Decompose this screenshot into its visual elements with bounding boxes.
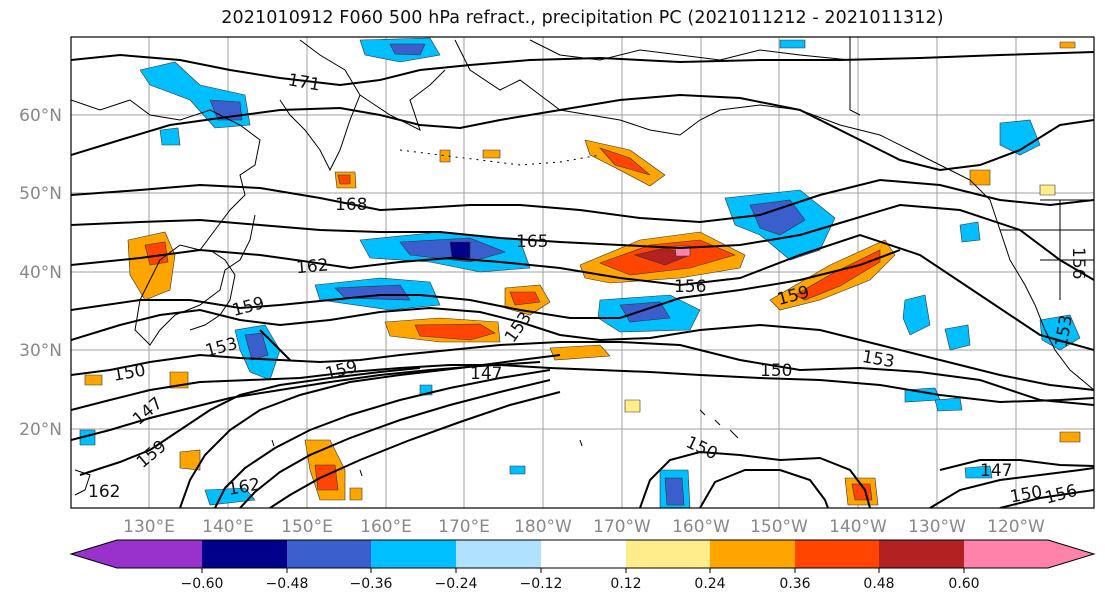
colorbar-bin [879,540,964,568]
contour-label: 165 [516,232,548,252]
refractivity-contours [71,51,1094,508]
lon-label: 180°W [514,517,572,537]
lon-label: 140°E [202,517,254,537]
colorbar-extend-min [71,540,117,568]
colorbar-bin [795,540,879,568]
lon-label: 150°E [281,517,333,537]
colorbar-bin [541,540,626,568]
longitude-labels: 130°E 140°E 150°E 160°E 170°E 180°W 170°… [123,517,1045,537]
colorbar-tick: 0.60 [948,576,979,592]
contour-label: 156 [674,277,706,297]
lon-label: 130°W [908,517,966,537]
colorbar-bin [117,540,202,568]
colorbar-tick: 0.36 [779,576,810,592]
map-title: 2021010912 F060 500 hPa refract., precip… [221,8,944,28]
colorbar-bin [202,540,287,568]
contour-label: 162 [295,255,329,278]
colorbar-tick: −0.60 [181,576,224,592]
colorbar-tick: −0.24 [435,576,478,592]
colorbar-tick: 0.12 [610,576,641,592]
colorbar-tick: 0.24 [694,576,725,592]
contour-label: 162 [88,482,120,502]
lon-label: 120°W [987,517,1045,537]
coastlines [71,37,1094,496]
lon-label: 150°W [750,517,808,537]
colorbar-bin [710,540,795,568]
contour-label: 147 [470,364,502,384]
lat-label: 40°N [19,263,62,283]
contour-label: 147 [980,461,1012,481]
colorbar-tick: −0.36 [350,576,393,592]
contour-label: 150 [760,361,792,381]
colorbar-extend-max [1048,540,1094,568]
colorbar-bin [964,540,1048,568]
colorbar-bin [371,540,456,568]
colorbar-tick: −0.48 [266,576,309,592]
lat-label: 50°N [19,184,62,204]
colorbar-outline [69,539,1096,569]
colorbar-bin [287,540,371,568]
contour-label: 156 [1068,247,1088,279]
lat-label: 60°N [19,106,62,126]
colorbar-tick: 0.48 [863,576,894,592]
lat-label: 20°N [19,420,62,440]
colorbar-tick: −0.12 [520,576,563,592]
lon-label: 130°E [123,517,175,537]
precip-shading [79,37,1081,508]
lon-label: 160°E [360,517,412,537]
lon-label: 160°W [672,517,730,537]
lon-label: 170°W [593,517,651,537]
lon-label: 140°W [829,517,887,537]
colorbar: −0.60 −0.48 −0.36 −0.24 −0.12 0.12 0.24 … [69,539,1096,592]
lon-label: 170°E [438,517,490,537]
contour-label: 168 [335,195,367,215]
lat-label: 30°N [19,341,62,361]
colorbar-bin [456,540,541,568]
colorbar-bin [626,540,710,568]
map-frame [70,36,1095,509]
latitude-labels: 60°N 50°N 40°N 30°N 20°N [19,106,62,440]
